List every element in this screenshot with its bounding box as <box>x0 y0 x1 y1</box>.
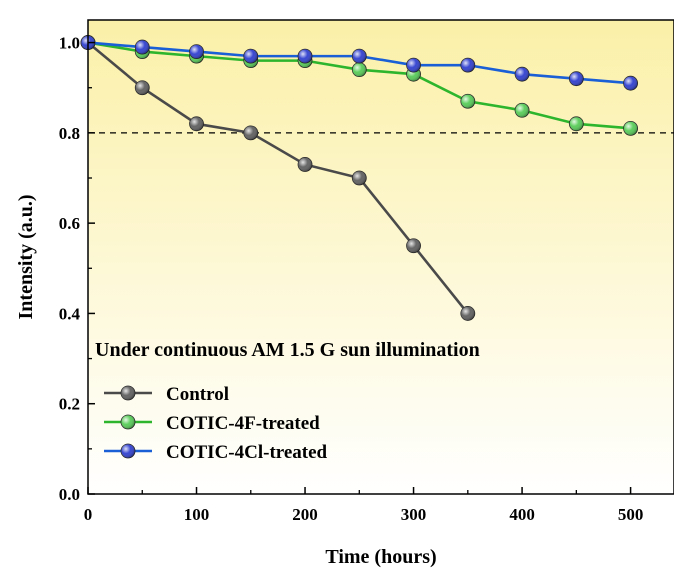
plot-background <box>88 20 674 494</box>
data-point-shade <box>623 76 638 91</box>
data-point-shade <box>243 49 258 64</box>
data-point-shade <box>460 94 475 109</box>
legend-marker-shade <box>121 444 135 458</box>
y-tick-label: 0.2 <box>59 395 80 414</box>
data-point-shade <box>189 44 204 59</box>
x-tick-label: 100 <box>184 505 210 524</box>
data-point-shade <box>135 80 150 95</box>
y-tick-label: 0.8 <box>59 124 80 143</box>
data-point-shade <box>460 58 475 73</box>
legend-marker-shade <box>121 415 135 429</box>
data-point-shade <box>189 116 204 131</box>
data-point-shade <box>243 125 258 140</box>
data-point-shade <box>298 49 313 64</box>
plot-frame <box>87 19 674 495</box>
legend-item: COTIC-4F-treated <box>104 413 320 434</box>
x-axis-label: Time (hours) <box>325 546 436 568</box>
data-point-shade <box>352 49 367 64</box>
data-point-shade <box>406 238 421 253</box>
legend-item: COTIC-4Cl-treated <box>104 442 328 463</box>
data-point-shade <box>406 58 421 73</box>
data-point-shade <box>515 103 530 118</box>
y-tick-label: 0.6 <box>59 214 80 233</box>
series-2 <box>80 35 638 91</box>
legend-marker-shade <box>121 386 135 400</box>
x-tick-label: 0 <box>84 505 93 524</box>
data-point-shade <box>298 157 313 172</box>
series-line <box>87 41 469 315</box>
data-point-shade <box>623 121 638 136</box>
y-tick-label: 0.4 <box>59 304 81 323</box>
x-tick-label: 300 <box>401 505 427 524</box>
y-tick-label: 1.0 <box>59 34 80 53</box>
legend-label: Control <box>166 384 229 405</box>
legend-label: COTIC-4F-treated <box>166 413 320 434</box>
legend-label: COTIC-4Cl-treated <box>166 442 328 463</box>
data-point-shade <box>352 171 367 185</box>
data-point-shade <box>352 62 367 77</box>
chart-annotation: Under continuous AM 1.5 G sun illuminati… <box>95 339 480 361</box>
x-tick-label: 400 <box>509 505 535 524</box>
y-axis-label: Intensity (a.u.) <box>15 194 37 319</box>
data-point-shade <box>569 116 584 131</box>
data-point-shade <box>569 71 584 86</box>
data-point-shade <box>515 67 530 82</box>
x-tick-label: 200 <box>292 505 318 524</box>
y-tick-label: 0.0 <box>59 485 80 504</box>
data-point-shade <box>135 40 150 55</box>
data-point-shade <box>460 306 475 321</box>
legend-item: Control <box>104 384 229 405</box>
x-tick-label: 500 <box>618 505 644 524</box>
